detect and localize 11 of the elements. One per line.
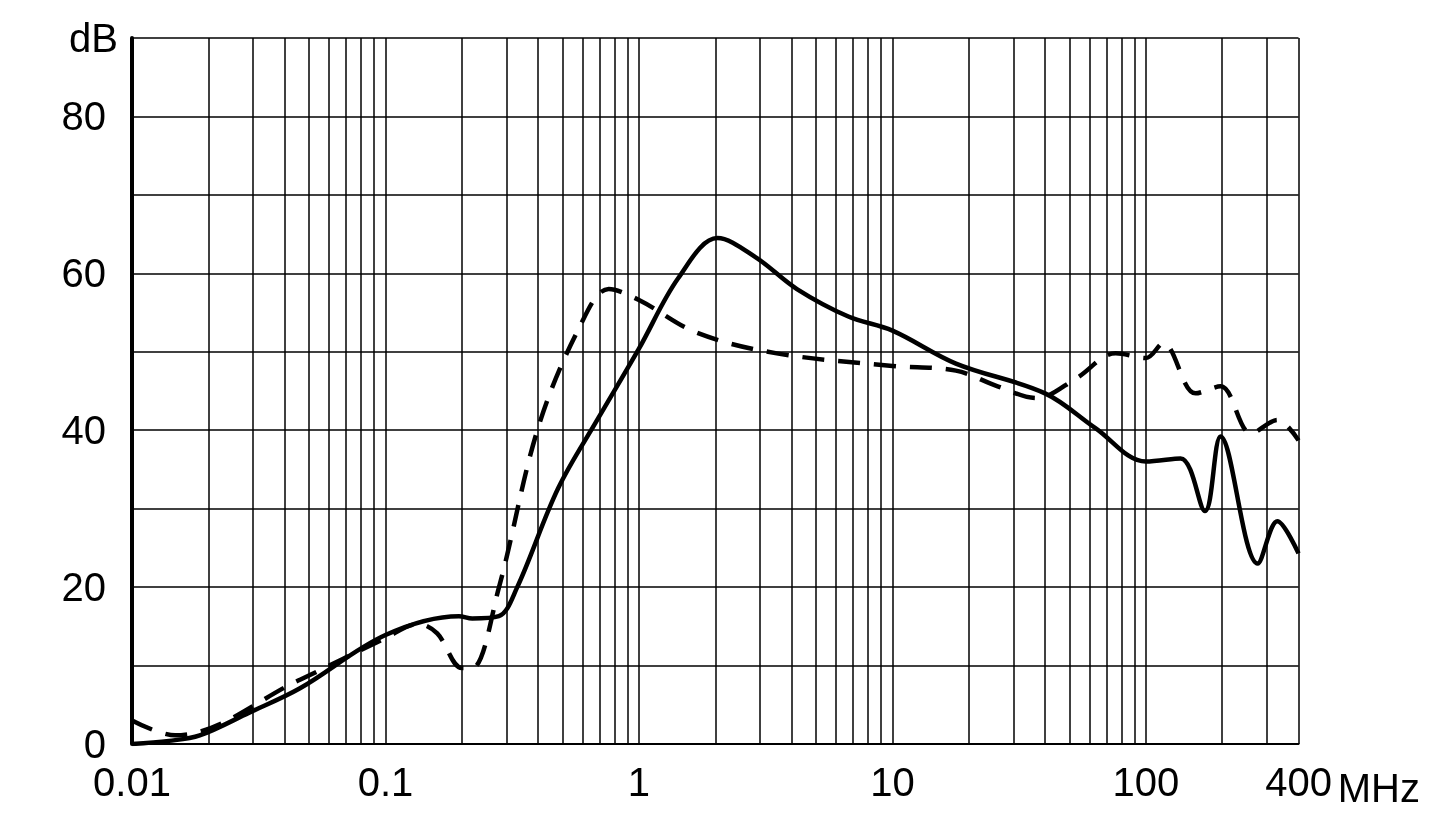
- x-axis-title: MHz: [1337, 766, 1421, 810]
- x-tick-label: 0.1: [357, 760, 414, 804]
- x-tick-label: 400: [1265, 760, 1332, 804]
- y-tick-label: 20: [61, 565, 106, 610]
- y-axis-title: dB: [69, 16, 118, 60]
- y-tick-label: 40: [61, 408, 106, 453]
- x-tick-label: 1: [627, 760, 651, 804]
- y-tick-label: 60: [61, 251, 106, 296]
- x-tick-label: 100: [1112, 760, 1180, 804]
- y-tick-label: 80: [61, 94, 106, 139]
- x-tick-label: 10: [870, 760, 915, 804]
